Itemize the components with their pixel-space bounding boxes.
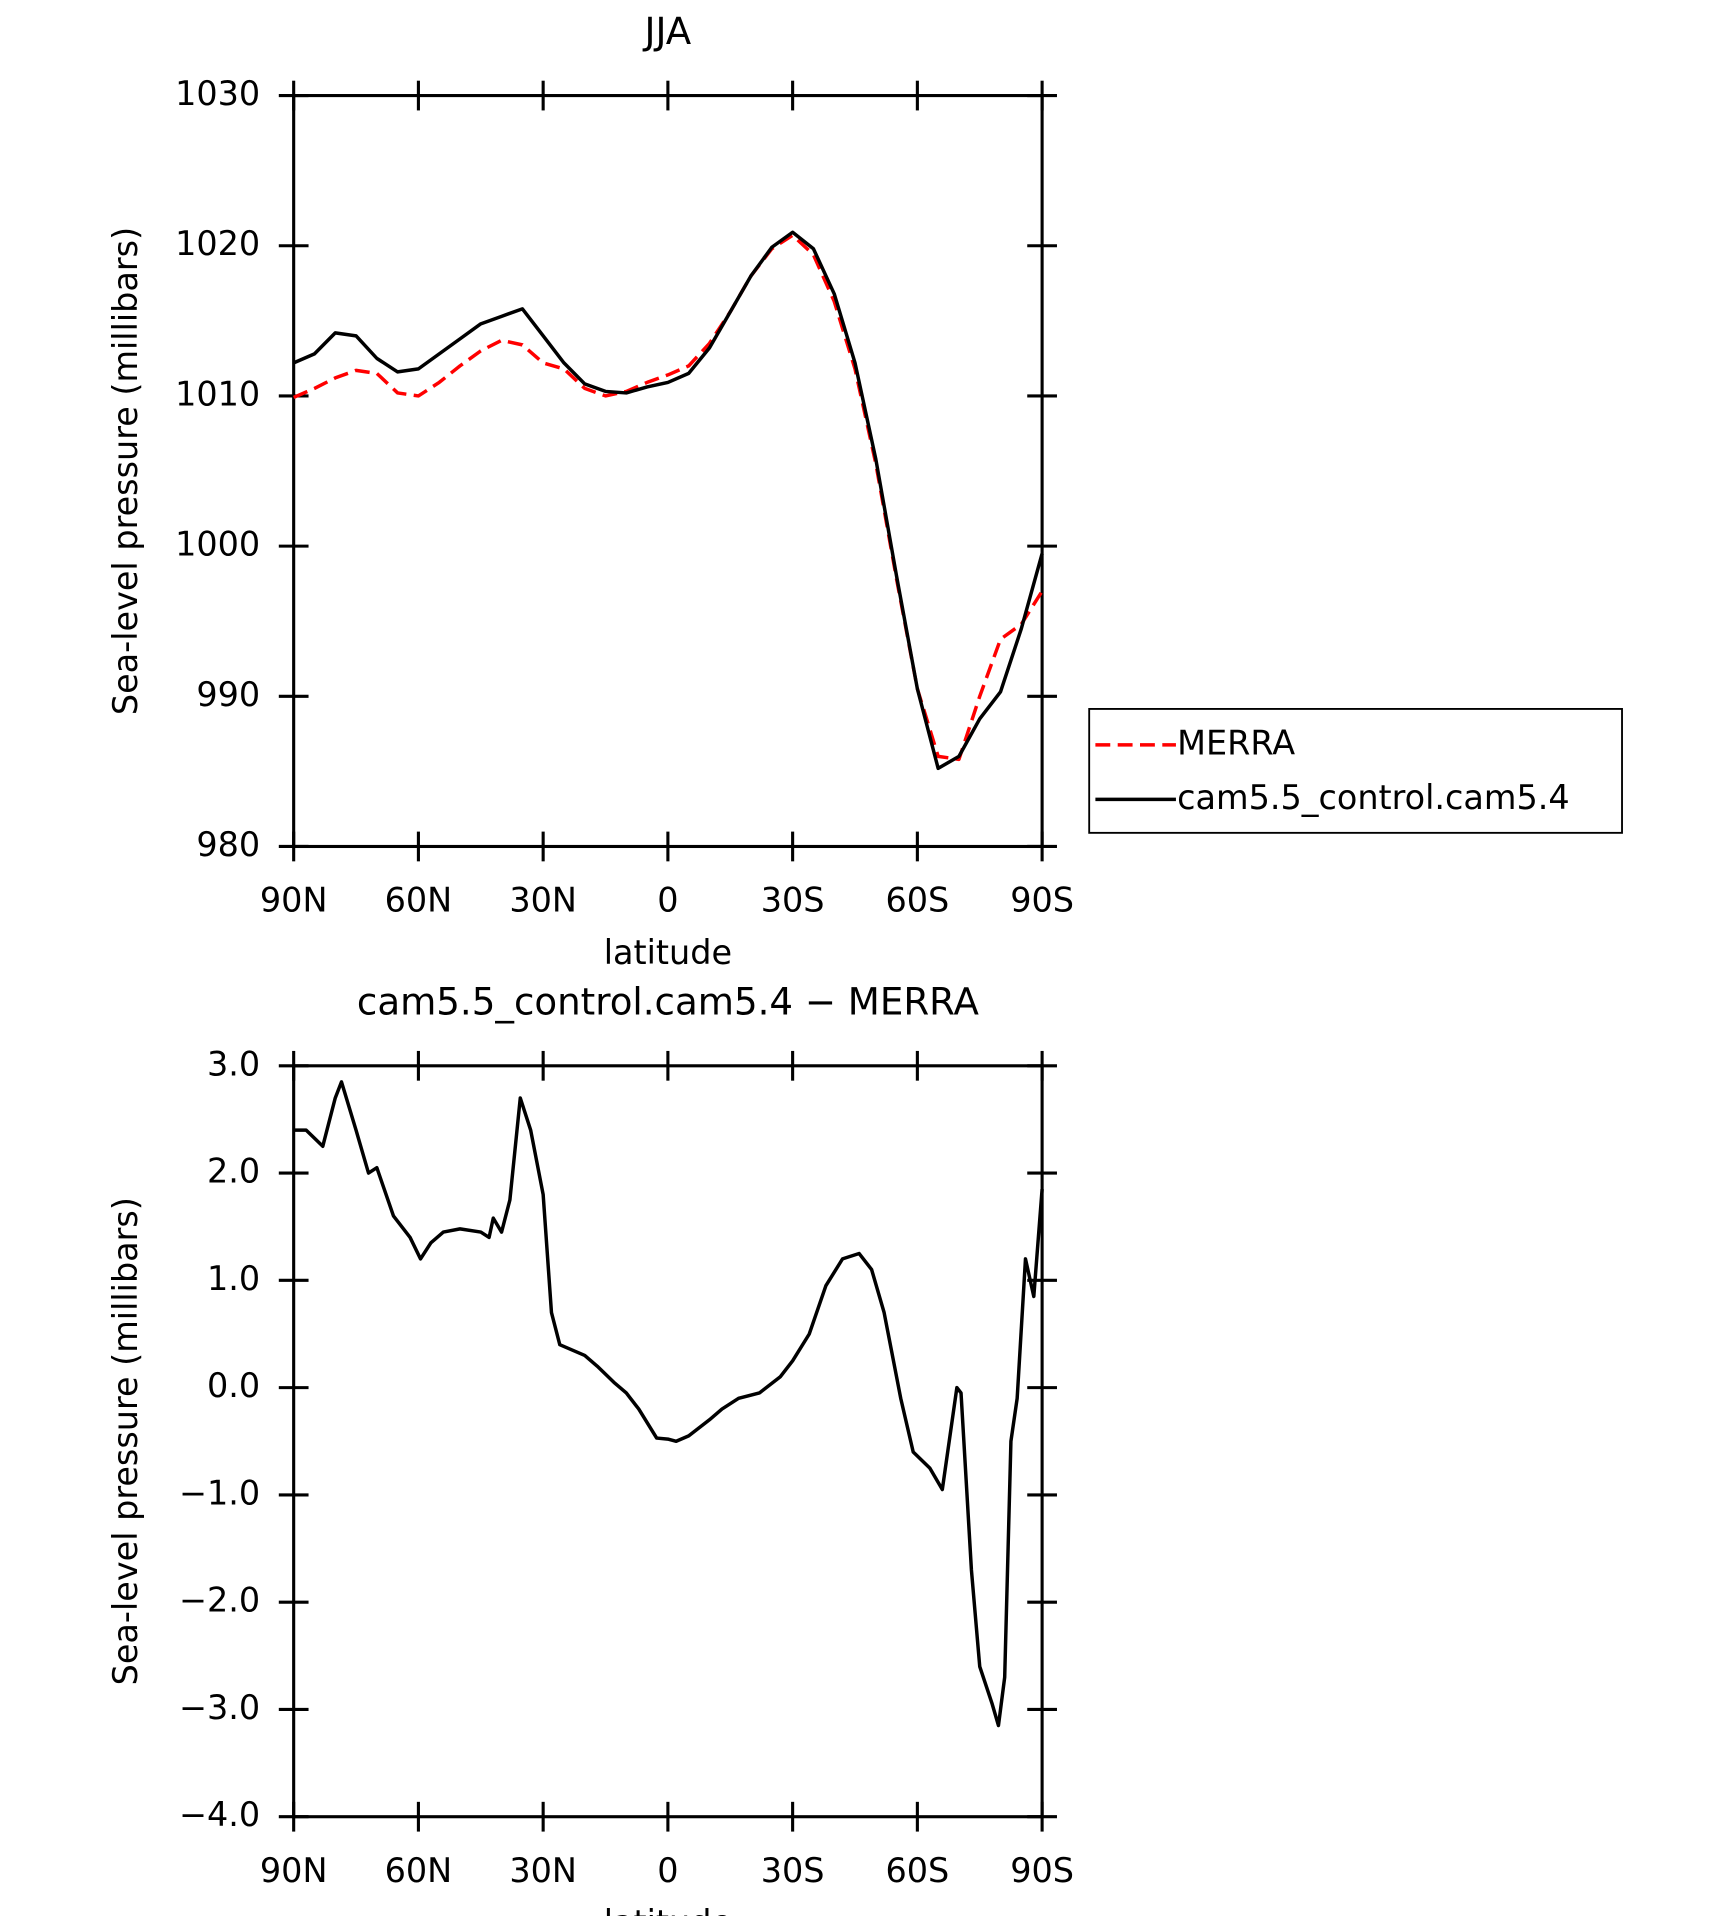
x-tick-label: 60N	[385, 1851, 453, 1890]
y-tick-label: −2.0	[179, 1581, 260, 1620]
x-tick-label: 30S	[761, 1851, 825, 1890]
x-axis-label: latitude	[604, 1903, 732, 1916]
x-tick-label: 60S	[885, 881, 949, 920]
data-line	[293, 1080, 1044, 1728]
legend-box	[1088, 708, 1623, 834]
legend-label: cam5.5_control.cam5.4	[1177, 778, 1570, 817]
y-tick-label: 1000	[175, 525, 260, 564]
y-tick-label: 1010	[175, 374, 260, 413]
x-tick-label: 60S	[885, 1851, 949, 1890]
x-tick-label: 0	[657, 1851, 678, 1890]
x-axis-label: latitude	[604, 933, 732, 972]
x-tick-label: 90N	[260, 1851, 328, 1890]
y-tick-label: 3.0	[207, 1044, 260, 1083]
y-tick-label: −1.0	[179, 1473, 260, 1512]
y-tick-label: −4.0	[179, 1795, 260, 1834]
plot-frame	[292, 1064, 1044, 1819]
x-tick-label: 90S	[1010, 1851, 1074, 1890]
x-tick-label: 90S	[1010, 881, 1074, 920]
x-tick-label: 60N	[385, 881, 453, 920]
y-tick-label: 1020	[175, 224, 260, 263]
y-tick-label: 1030	[175, 74, 260, 113]
y-tick-label: 990	[196, 675, 260, 714]
chart-title: cam5.5_control.cam5.4 − MERRA	[357, 979, 980, 1023]
chart-title: JJA	[643, 9, 692, 53]
legend-label: MERRA	[1177, 723, 1295, 762]
y-tick-label: 0.0	[207, 1366, 260, 1405]
x-tick-label: 0	[657, 881, 678, 920]
y-axis-label: Sea-level pressure (millibars)	[106, 227, 145, 715]
y-axis-label: Sea-level pressure (millibars)	[106, 1197, 145, 1685]
x-tick-label: 30N	[509, 881, 577, 920]
y-tick-label: −3.0	[179, 1688, 260, 1727]
data-line	[292, 230, 1044, 771]
x-tick-label: 30N	[509, 1851, 577, 1890]
y-tick-label: 980	[196, 825, 260, 864]
y-tick-label: 2.0	[207, 1152, 260, 1191]
y-tick-label: 1.0	[207, 1259, 260, 1298]
x-tick-label: 30S	[761, 881, 825, 920]
data-line	[292, 233, 1044, 762]
x-tick-label: 90N	[260, 881, 328, 920]
